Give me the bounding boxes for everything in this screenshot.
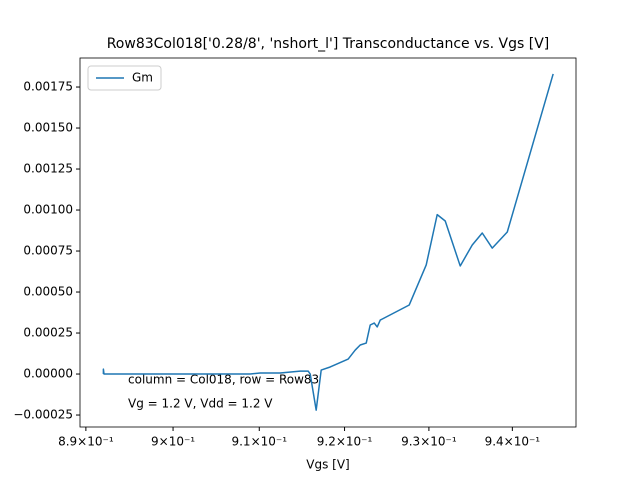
y-tick-label: 0.00125 [23,162,73,176]
x-tick-label: 9×10⁻¹ [151,435,195,449]
chart-title: Row83Col018['0.28/8', 'nshort_l'] Transc… [107,36,550,52]
legend-box [87,65,162,91]
x-tick-label: 9.4×10⁻¹ [485,435,541,449]
x-axis-label: Vgs [V] [306,458,349,472]
x-tick-label: 8.9×10⁻¹ [58,435,114,449]
y-tick-label: −0.00025 [13,408,73,422]
x-tick-label: 9.2×10⁻¹ [317,435,373,449]
y-tick-label: 0.00100 [23,203,73,217]
annotation: Vg = 1.2 V, Vdd = 1.2 V [128,397,273,411]
data-line [102,73,554,411]
x-tick-label: 9.1×10⁻¹ [231,435,287,449]
y-tick-label: 0.00025 [23,326,73,340]
y-tick-label: 0.00000 [23,367,73,381]
axes-frame [79,57,577,428]
y-tick-label: 0.00075 [23,244,73,258]
y-tick-label: 0.00050 [23,285,73,299]
y-tick-label: 0.00175 [23,80,73,94]
legend-label: Gm [132,71,153,85]
x-tick-label: 9.3×10⁻¹ [401,435,457,449]
annotation: column = Col018, row = Row83 [128,373,319,387]
y-tick-label: 0.00150 [23,121,73,135]
